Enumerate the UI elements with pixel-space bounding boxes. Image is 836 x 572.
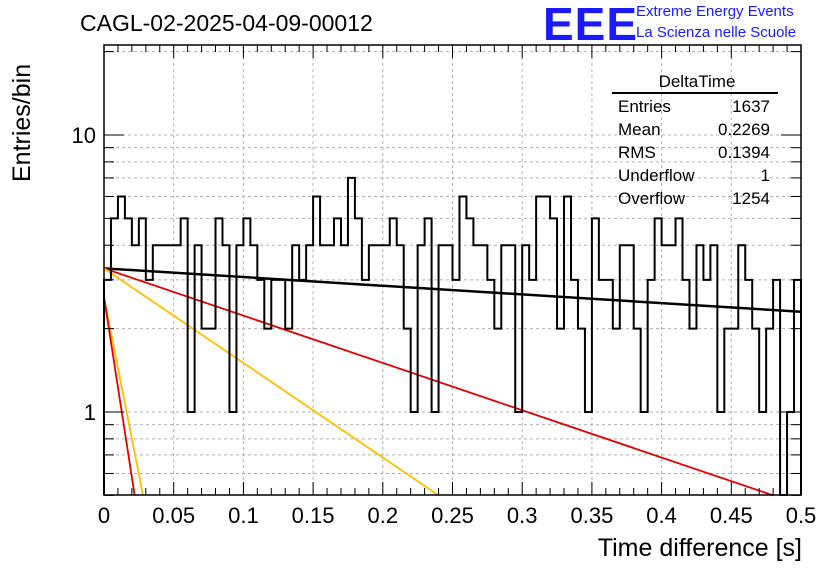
x-axis-label: Time difference [s] bbox=[597, 534, 802, 562]
stats-row-rms: RMS 0.1394 bbox=[612, 141, 778, 164]
y-tick-label: 10 bbox=[72, 123, 96, 148]
stats-value: 0.1394 bbox=[718, 143, 770, 162]
x-tick-label: 0.35 bbox=[570, 503, 613, 528]
eee-logo: EEE bbox=[543, 0, 639, 50]
fit-curve-black bbox=[103, 267, 802, 314]
stats-row-entries: Entries 1637 bbox=[612, 95, 778, 118]
x-tick-label: 0.45 bbox=[710, 503, 753, 528]
y-axis-label: Entries/bin bbox=[8, 63, 36, 182]
stats-value: 0.2269 bbox=[718, 120, 770, 139]
stats-row-mean: Mean 0.2269 bbox=[612, 118, 778, 141]
stats-value: 1 bbox=[760, 166, 770, 185]
y-tick-label: 1 bbox=[84, 400, 96, 425]
x-tick-label: 0.15 bbox=[292, 503, 335, 528]
stats-label: Entries bbox=[618, 97, 671, 116]
stats-value: 1637 bbox=[732, 97, 770, 116]
fit-curve-yellow bbox=[103, 296, 144, 496]
stats-divider bbox=[612, 92, 778, 94]
stats-label: Mean bbox=[618, 120, 661, 139]
histogram-steps bbox=[103, 176, 802, 496]
x-tick-label: 0.05 bbox=[152, 503, 195, 528]
histogram-series bbox=[103, 176, 802, 496]
axis-tick-labels: 0 0.05 0.1 0.15 0.2 0.25 0.3 0.35 0.4 0.45 0.5 1 10 bbox=[72, 123, 817, 528]
stats-title: DeltaTime bbox=[658, 72, 736, 91]
stats-label: Underflow bbox=[618, 166, 695, 185]
axis-ticks bbox=[103, 45, 802, 496]
x-tick-label: 0.2 bbox=[368, 503, 399, 528]
fit-curve-yellow bbox=[103, 267, 440, 497]
stats-label: RMS bbox=[618, 143, 656, 162]
x-tick-label: 0 bbox=[98, 503, 110, 528]
stats-row-underflow: Underflow 1 bbox=[612, 164, 778, 187]
chart-title: CAGL-02-2025-04-09-00012 bbox=[80, 10, 373, 36]
fit-curve-red bbox=[103, 296, 136, 496]
stats-row-overflow: Overflow 1254 bbox=[612, 187, 778, 210]
stats-label: Overflow bbox=[618, 189, 686, 208]
eee-logo-line2: La Scienza nelle Scuole bbox=[636, 24, 797, 41]
stats-value: 1254 bbox=[732, 189, 770, 208]
x-tick-label: 0.3 bbox=[507, 503, 538, 528]
stats-box: DeltaTime Entries 1637 Mean 0.2269 RMS 0… bbox=[612, 72, 778, 210]
x-tick-label: 0.4 bbox=[646, 503, 677, 528]
x-tick-label: 0.1 bbox=[228, 503, 259, 528]
eee-logo-line1: Extreme Energy Events bbox=[636, 3, 794, 20]
x-tick-label: 0.5 bbox=[786, 503, 817, 528]
x-tick-label: 0.25 bbox=[431, 503, 474, 528]
